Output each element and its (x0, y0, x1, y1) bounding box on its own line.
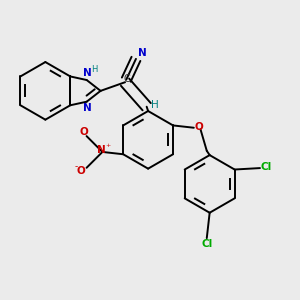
Text: N: N (97, 146, 105, 155)
Text: N: N (138, 48, 147, 58)
Text: O: O (79, 128, 88, 137)
Text: +: + (105, 143, 110, 148)
Text: -: - (74, 162, 78, 171)
Text: C: C (123, 74, 130, 84)
Text: Cl: Cl (201, 239, 212, 249)
Text: N: N (83, 68, 92, 78)
Text: N: N (83, 103, 92, 113)
Text: H: H (151, 100, 159, 110)
Text: H: H (91, 65, 97, 74)
Text: Cl: Cl (260, 163, 272, 172)
Text: O: O (77, 166, 85, 176)
Text: O: O (194, 122, 203, 132)
